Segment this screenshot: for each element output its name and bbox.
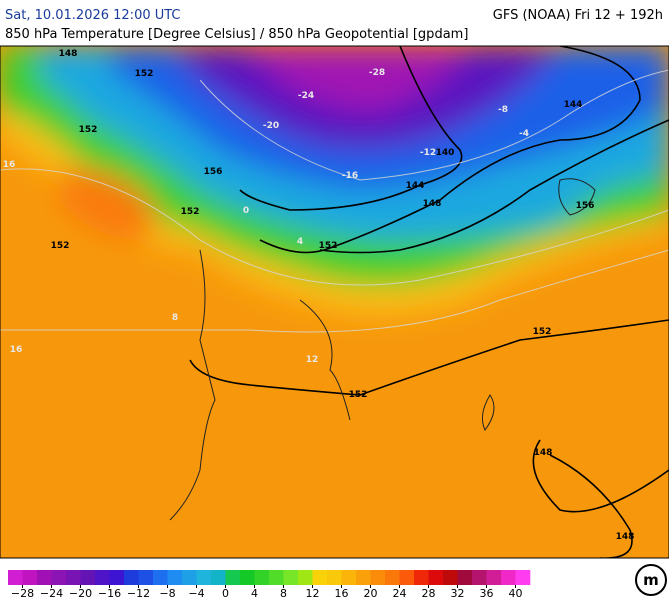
colorbar-tick-label: 4 bbox=[251, 587, 258, 600]
header-datetime: Sat, 10.01.2026 12:00 UTC bbox=[5, 8, 181, 23]
height-label: 140 bbox=[436, 148, 455, 158]
colorbar-swatch bbox=[167, 570, 183, 585]
colorbar-tick-label: −24 bbox=[40, 587, 63, 600]
colorbar-tick-label: 12 bbox=[306, 587, 320, 600]
temperature-label: -8 bbox=[498, 105, 508, 115]
colorbar-tick-label: −12 bbox=[127, 587, 150, 600]
colorbar-swatch bbox=[472, 570, 487, 585]
colorbar-swatch bbox=[269, 570, 284, 585]
colorbar-swatch bbox=[22, 570, 38, 585]
temperature-label: 12 bbox=[306, 355, 319, 365]
colorbar-swatch bbox=[385, 570, 400, 585]
height-label: 152 bbox=[135, 69, 154, 79]
colorbar-swatch bbox=[356, 570, 371, 585]
colorbar-swatch bbox=[37, 570, 52, 585]
height-label: 152 bbox=[79, 125, 98, 135]
colorbar-swatch bbox=[196, 570, 212, 585]
colorbar-tick-label: −16 bbox=[98, 587, 121, 600]
temperature-label: -4 bbox=[519, 129, 529, 139]
temperature-label: -28 bbox=[369, 68, 385, 78]
colorbar-tick-label: 0 bbox=[222, 587, 229, 600]
colorbar-tick-label: 28 bbox=[422, 587, 436, 600]
colorbar-swatch bbox=[428, 570, 444, 585]
colorbar-swatch bbox=[457, 570, 473, 585]
coastlines bbox=[169, 178, 596, 521]
geopotential-contours bbox=[189, 46, 669, 558]
colorbar-tick-label: 20 bbox=[364, 587, 378, 600]
height-label: 148 bbox=[423, 199, 442, 209]
colorbar-tick-label: 24 bbox=[393, 587, 407, 600]
colorbar-tick-label: 32 bbox=[451, 587, 465, 600]
logo-mark: m bbox=[643, 571, 659, 589]
height-label: 156 bbox=[204, 167, 223, 177]
colorbar-swatch bbox=[283, 570, 299, 585]
height-label: 148 bbox=[616, 532, 635, 542]
height-label: 156 bbox=[576, 201, 595, 211]
colorbar-swatch bbox=[443, 570, 458, 585]
colorbar-tick-label: −4 bbox=[188, 587, 204, 600]
header-model: GFS (NOAA) Fri 12 + 192h bbox=[493, 8, 663, 23]
height-label: 144 bbox=[564, 100, 583, 110]
colorbar-swatch bbox=[66, 570, 81, 585]
colorbar: −28 −24 −20 −16 −12 −8 −4 0 4 8 12 16 20 24 28 32 36 40 bbox=[8, 570, 531, 600]
colorbar-swatch bbox=[182, 570, 197, 585]
colorbar-swatch bbox=[515, 570, 531, 585]
header-subtitle: 850 hPa Temperature [Degree Celsius] / 8… bbox=[5, 27, 468, 42]
colorbar-swatch bbox=[8, 570, 23, 585]
colorbar-swatch bbox=[211, 570, 226, 585]
colorbar-tick-label: 8 bbox=[280, 587, 287, 600]
logo bbox=[635, 564, 667, 596]
temperature-label: -12 bbox=[420, 148, 436, 158]
colorbar-swatch bbox=[370, 570, 386, 585]
temperature-label: 16 bbox=[10, 345, 23, 355]
colorbar-swatch bbox=[51, 570, 67, 585]
temperature-contours bbox=[0, 69, 669, 333]
temperature-label: -16 bbox=[342, 171, 358, 181]
colorbar-tick-label: −8 bbox=[159, 587, 175, 600]
temperature-label: -20 bbox=[263, 121, 279, 131]
colorbar-swatch bbox=[225, 570, 241, 585]
colorbar-swatch bbox=[138, 570, 154, 585]
map: 148 152 152 152 156 152 144 140 144 148 152 156 152 1… bbox=[0, 46, 669, 558]
colorbar-swatch bbox=[240, 570, 255, 585]
colorbar-swatch bbox=[153, 570, 168, 585]
temperature-label: 4 bbox=[297, 237, 303, 247]
colorbar-swatch bbox=[254, 570, 270, 585]
colorbar-swatch bbox=[312, 570, 328, 585]
map-frame bbox=[0, 45, 669, 559]
contour-labels: 148 152 152 152 156 152 144 140 144 148 152 156 152 1… bbox=[3, 49, 635, 542]
height-label: 152 bbox=[349, 390, 368, 400]
height-label: 152 bbox=[533, 327, 552, 337]
height-label: 148 bbox=[59, 49, 78, 59]
temperature-label: 0 bbox=[243, 206, 249, 216]
colorbar-swatch bbox=[486, 570, 502, 585]
colorbar-swatch bbox=[399, 570, 415, 585]
colorbar-swatch bbox=[501, 570, 516, 585]
height-label: 152 bbox=[51, 241, 70, 251]
colorbar-swatch bbox=[298, 570, 313, 585]
colorbar-tick-label: 36 bbox=[480, 587, 494, 600]
height-label: 144 bbox=[406, 181, 425, 191]
colorbar-tick-label: 40 bbox=[509, 587, 523, 600]
colorbar-swatch bbox=[80, 570, 96, 585]
height-label: 148 bbox=[534, 448, 553, 458]
colorbar-swatch bbox=[414, 570, 429, 585]
height-label: 152 bbox=[319, 241, 338, 251]
temperature-field bbox=[0, 46, 669, 315]
colorbar-tick-label: 16 bbox=[335, 587, 349, 600]
colorbar-tick-label: −28 bbox=[11, 587, 34, 600]
temperature-label: -24 bbox=[298, 91, 314, 101]
colorbar-swatch bbox=[95, 570, 110, 585]
temperature-label: 8 bbox=[172, 313, 178, 323]
height-label: 152 bbox=[181, 207, 200, 217]
temperature-label: 16 bbox=[3, 160, 16, 170]
colorbar-swatch bbox=[109, 570, 125, 585]
colorbar-swatch bbox=[327, 570, 342, 585]
colorbar-swatch bbox=[341, 570, 357, 585]
colorbar-swatch bbox=[124, 570, 139, 585]
colorbar-tick-label: −20 bbox=[69, 587, 92, 600]
